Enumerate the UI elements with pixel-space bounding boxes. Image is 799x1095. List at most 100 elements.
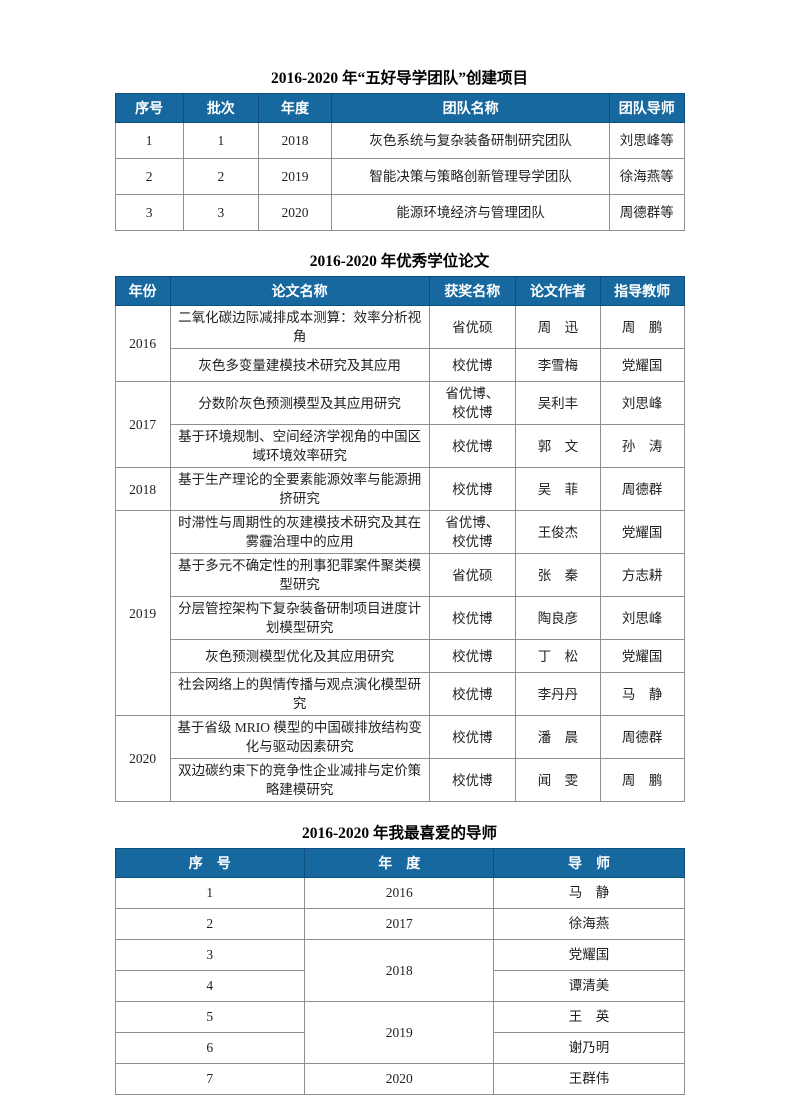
- table-cell: 2019: [257, 158, 333, 195]
- table-title-excellent-theses: 2016-2020 年优秀学位论文: [309, 253, 490, 270]
- mentor-teams-table: 序号 批次 年度 团队名称 团队导师 1 1 2018 灰色系统与复杂装备研制研究团队 刘思峰等 2…: [114, 93, 685, 231]
- column-header: 年 度: [303, 848, 495, 878]
- table-cell: 2019: [303, 1001, 495, 1064]
- header-row: 序号 批次 年度 团队名称 团队导师: [114, 93, 685, 123]
- table-cell: 1: [114, 122, 184, 159]
- table-cell: 4: [114, 970, 305, 1002]
- table-cell: 分数阶灰色预测模型及其应用研究: [169, 381, 430, 425]
- table-cell: 2020: [257, 194, 333, 231]
- table-cell: 郭 文: [515, 424, 601, 468]
- column-header: 序 号: [114, 848, 305, 878]
- table-cell: 1: [114, 877, 305, 909]
- table-cell: 校优博: [428, 758, 517, 802]
- table-cell: 周 鹏: [599, 305, 685, 349]
- column-header: 论文作者: [515, 276, 601, 306]
- table-row: 1 1 2018 灰色系统与复杂装备研制研究团队 刘思峰等: [114, 122, 685, 159]
- table-cell: 基于省级 MRIO 模型的中国碳排放结构变化与驱动因素研究: [169, 715, 430, 759]
- table-cell: 1: [182, 122, 259, 159]
- section-excellent-theses: 2016-2020 年优秀学位论文 年份 论文名称 获奖名称 论文作者 指导教师 2016…: [114, 251, 685, 802]
- column-header: 导 师: [493, 848, 685, 878]
- table-cell: 张 秦: [515, 553, 601, 597]
- table-row: 2 2 2019 智能决策与策略创新管理导学团队 徐海燕等: [114, 158, 685, 195]
- table-cell: 周 迅: [515, 305, 601, 349]
- table-cell: 闻 雯: [515, 758, 601, 802]
- table-cell: 灰色预测模型优化及其应用研究: [169, 639, 430, 673]
- table-cell: 2017: [303, 908, 495, 940]
- table-cell: 2: [114, 908, 305, 940]
- table-cell: 灰色多变量建模技术研究及其应用: [169, 348, 430, 382]
- table-cell: 省优硕: [428, 305, 517, 349]
- table-row: 3 3 2020 能源环境经济与管理团队 周德群等: [114, 194, 685, 231]
- table-cell: 2020: [114, 715, 171, 802]
- favorite-mentors-table: 序 号年 度导 师 1 2016 马 静 2 2017 徐海燕 3 2018 党耀国 4 谭清美 5 20…: [114, 848, 685, 1095]
- table-cell: 2: [182, 158, 259, 195]
- table-cell: 马 静: [599, 672, 685, 716]
- table-cell: 党耀国: [493, 939, 685, 971]
- table-cell: 王俊杰: [515, 510, 601, 554]
- excellent-theses-table: 年份 论文名称 获奖名称 论文作者 指导教师 2016 二氧化碳边际减排成本测算：效率分析视…: [114, 276, 685, 802]
- table-cell: 基于生产理论的全要素能源效率与能源拥挤研究: [169, 467, 430, 511]
- table-cell: 5: [114, 1001, 305, 1033]
- table-row: 2020 基于省级 MRIO 模型的中国碳排放结构变化与驱动因素研究 校优博潘 晨周…: [114, 715, 685, 802]
- table-cell: 基于多元不确定性的刑事犯罪案件聚类模型研究: [169, 553, 430, 597]
- table-row: 2017 分数阶灰色预测模型及其应用研究 省优博、 校优博 吴利丰 刘思峰: [114, 381, 685, 468]
- column-header: 年份: [114, 276, 171, 306]
- table-row: 双边碳约束下的竞争性企业减排与定价策略建模研究 校优博闻 雯周 鹏: [115, 758, 685, 802]
- table-row: 灰色预测模型优化及其应用研究 校优博丁 松党耀国: [115, 639, 685, 673]
- document-page: 2016-2020 年“五好导学团队”创建项目 序号 批次 年度 团队名称 团队导师 1 1…: [114, 0, 685, 1095]
- table-cell: 谢乃明: [493, 1032, 685, 1064]
- header-row: 序 号年 度导 师: [114, 848, 685, 878]
- table-cell: 7: [114, 1063, 305, 1095]
- table-cell: 智能决策与策略创新管理导学团队: [331, 158, 610, 195]
- table-cell: 李丹丹: [515, 672, 601, 716]
- column-header: 指导教师: [599, 276, 685, 306]
- table-cell: 校优博: [428, 467, 517, 511]
- table-cell: 2018: [303, 939, 495, 1002]
- table-cell: 方志耕: [599, 553, 685, 597]
- table-cell: 省优博、 校优博: [428, 381, 517, 425]
- table-row: 社会网络上的舆情传播与观点演化模型研究 校优博 李丹丹马 静: [115, 672, 685, 716]
- table-cell: 能源环境经济与管理团队: [331, 194, 610, 231]
- table-title-favorite-mentors: 2016-2020 年我最喜爱的导师: [301, 825, 498, 842]
- table-cell: 省优博、 校优博: [428, 510, 517, 554]
- table-cell: 2018: [114, 467, 171, 511]
- table-cell: 校优博: [428, 715, 517, 759]
- table-row: 2018 基于生产理论的全要素能源效率与能源拥挤研究 校优博吴 菲周德群: [114, 467, 685, 511]
- table-cell: 马 静: [493, 877, 685, 909]
- table-cell: 陶良彦: [515, 596, 601, 640]
- section-mentor-teams: 2016-2020 年“五好导学团队”创建项目 序号 批次 年度 团队名称 团队导师 1 1…: [114, 68, 685, 231]
- table-cell: 党耀国: [599, 510, 685, 554]
- table-cell: 基于环境规制、空间经济学视角的中国区域环境效率研究: [169, 424, 430, 468]
- table-cell: 灰色系统与复杂装备研制研究团队: [331, 122, 610, 159]
- table-cell: 校优博: [428, 672, 517, 716]
- column-header: 年度: [257, 93, 333, 123]
- table-cell: 周德群等: [608, 194, 685, 231]
- table-title-mentor-teams: 2016-2020 年“五好导学团队”创建项目: [270, 70, 529, 87]
- table-row: 7 2020 王群伟: [114, 1063, 685, 1095]
- table-cell: 周德群: [599, 467, 685, 511]
- column-header: 批次: [182, 93, 259, 123]
- table-cell: 吴 菲: [515, 467, 601, 511]
- table-row: 2019 时滞性与周期性的灰建模技术研究及其在雾霾治理中的应用 省优博、 校优博 王俊…: [114, 510, 685, 716]
- table-row: 2016 二氧化碳边际减排成本测算：效率分析视角 省优硕周 迅周 鹏: [114, 305, 685, 382]
- column-header: 序号: [114, 93, 184, 123]
- header-row: 年份 论文名称 获奖名称 论文作者 指导教师: [114, 276, 685, 306]
- table-cell: 校优博: [428, 424, 517, 468]
- column-header: 团队名称: [331, 93, 610, 123]
- table-cell: 2016: [114, 305, 171, 382]
- table-cell: 6: [114, 1032, 305, 1064]
- table-row: 基于环境规制、空间经济学视角的中国区域环境效率研究 校优博郭 文孙 涛: [115, 424, 685, 468]
- table-cell: 3: [114, 194, 184, 231]
- table-cell: 2017: [114, 381, 171, 468]
- table-cell: 2: [114, 158, 184, 195]
- table-cell: 二氧化碳边际减排成本测算：效率分析视角: [169, 305, 430, 349]
- table-cell: 刘思峰: [599, 381, 685, 425]
- table-row: 灰色多变量建模技术研究及其应用 校优博 李雪梅 党耀国: [115, 348, 685, 382]
- table-cell: 校优博: [428, 348, 517, 382]
- table-cell: 刘思峰: [599, 596, 685, 640]
- table-cell: 3: [114, 939, 305, 971]
- table-cell: 潘 晨: [515, 715, 601, 759]
- table-cell: 徐海燕等: [608, 158, 685, 195]
- table-cell: 双边碳约束下的竞争性企业减排与定价策略建模研究: [169, 758, 430, 802]
- table-cell: 丁 松: [515, 639, 601, 673]
